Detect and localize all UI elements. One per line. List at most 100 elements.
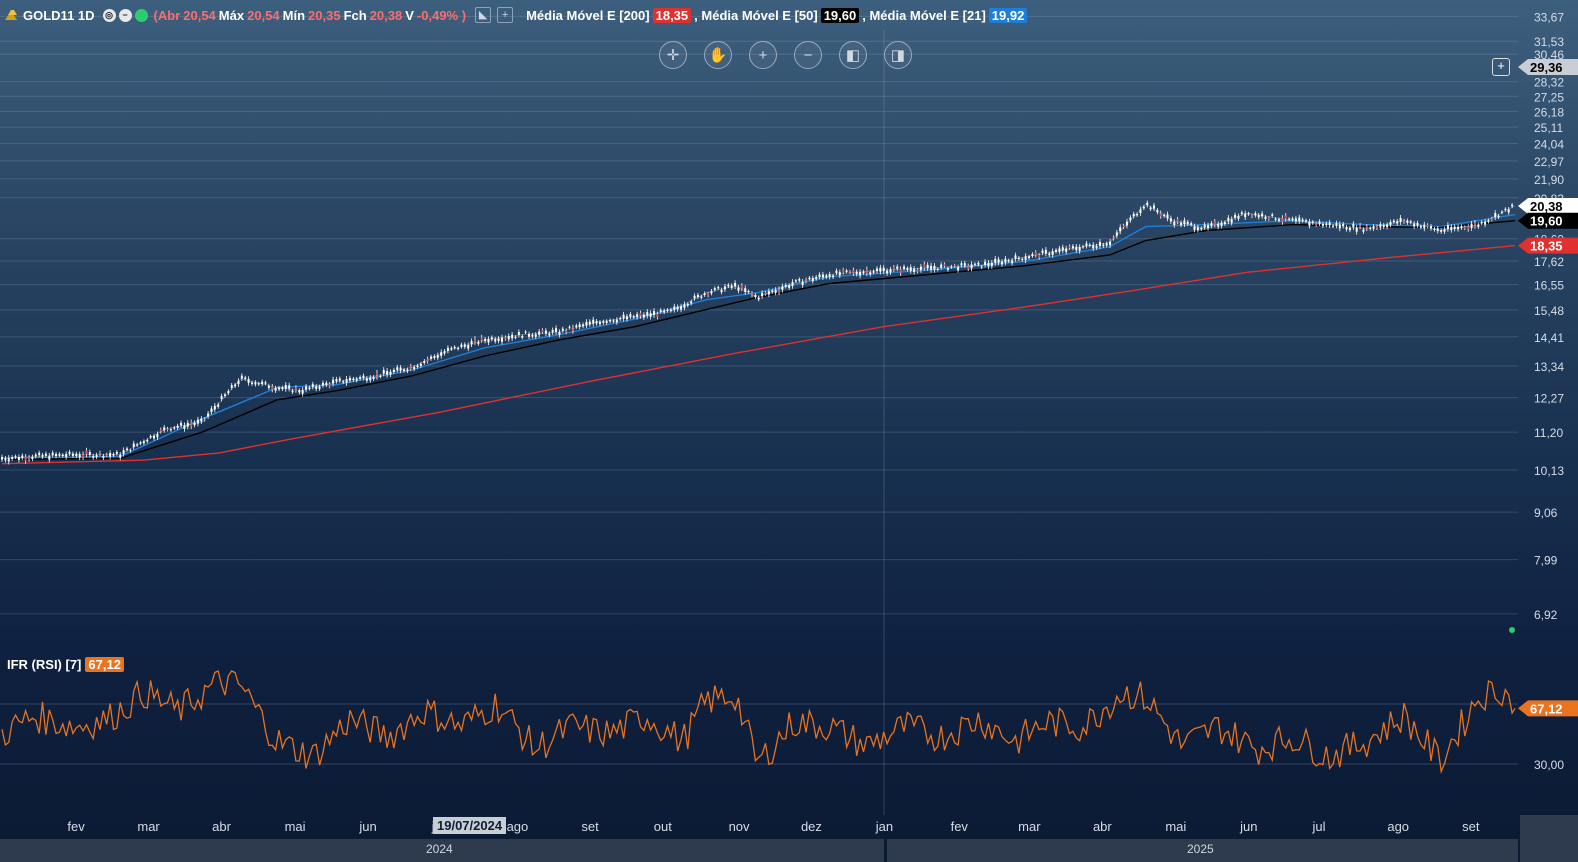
scroll-left-icon[interactable]: ◧	[839, 41, 867, 69]
candle-body	[994, 258, 997, 263]
candle-body	[852, 270, 855, 274]
y-tick-label: 12,27	[1534, 392, 1564, 406]
candle-body	[879, 267, 882, 272]
candle-body	[865, 269, 868, 274]
candle-body	[558, 331, 561, 335]
info-icon[interactable]: ◎	[102, 8, 116, 22]
candle-body	[960, 263, 963, 266]
candle-body	[220, 396, 223, 400]
candle-body	[470, 341, 473, 345]
pan-hand-icon[interactable]: ✋	[704, 41, 732, 69]
candle-body	[548, 333, 551, 336]
candle-body	[497, 338, 500, 342]
candle-body	[1308, 221, 1311, 226]
candle-body	[375, 372, 378, 377]
candle-body	[1443, 228, 1446, 232]
y-tick-label: 9,06	[1534, 506, 1558, 520]
candle-body	[764, 292, 767, 295]
candle-body	[1413, 223, 1416, 227]
candle-body	[473, 338, 476, 343]
candle-body	[467, 345, 470, 349]
candle-body	[85, 450, 88, 455]
candle-body	[747, 290, 750, 293]
zoom-in-icon[interactable]: +	[749, 41, 777, 69]
candle-body	[490, 337, 493, 340]
candle-body	[805, 279, 808, 282]
indicator-value: 18,35	[652, 7, 692, 23]
candle-body	[1426, 224, 1429, 227]
candle-body	[416, 365, 419, 368]
candle-body	[740, 285, 743, 289]
candle-body	[1453, 226, 1456, 230]
candle-body	[240, 375, 243, 379]
candle-body	[1109, 241, 1112, 246]
candle-body	[788, 285, 791, 288]
indicator-value: 19,60	[820, 7, 860, 23]
candle-body	[281, 387, 284, 390]
candle-body	[234, 384, 237, 387]
candle-body	[1332, 225, 1335, 227]
candle-body	[848, 271, 851, 273]
candle-body	[51, 452, 54, 456]
candle-body	[1470, 223, 1473, 228]
candle-body	[862, 271, 865, 274]
expand-icon[interactable]: +	[1492, 58, 1510, 76]
candle-body	[629, 314, 632, 317]
add-indicator-icon[interactable]: +	[497, 7, 514, 23]
candle-body	[619, 318, 622, 320]
candle-body	[1440, 230, 1443, 232]
candle-body	[1335, 223, 1338, 226]
indicator-name: , Média Móvel E [21]	[862, 7, 986, 23]
candle-body	[659, 310, 662, 312]
y-tick-label: 6,92	[1534, 608, 1558, 622]
scroll-right-icon[interactable]: ◨	[884, 41, 912, 69]
candle-body	[973, 263, 976, 265]
candle-body	[142, 441, 145, 444]
candle-body	[946, 268, 949, 270]
crosshair-icon[interactable]: ✛	[659, 41, 687, 69]
candle-body	[98, 452, 101, 455]
candle-body	[649, 313, 652, 317]
candle-body	[149, 436, 152, 438]
candle-body	[592, 319, 595, 324]
candle-body	[1220, 222, 1223, 226]
collapse-icon[interactable]: ◣	[475, 7, 492, 23]
candle-body	[1305, 220, 1308, 222]
candle-body	[1082, 246, 1085, 248]
candle-body	[1088, 244, 1091, 246]
candle-body	[311, 384, 314, 388]
candle-body	[1264, 216, 1267, 219]
minus-circle-icon[interactable]: −	[118, 8, 132, 22]
candle-body	[528, 334, 531, 337]
candle-body	[379, 375, 382, 377]
candle-body	[1419, 226, 1422, 228]
candle-body	[551, 329, 554, 333]
candle-body	[190, 422, 193, 427]
candle-body	[403, 369, 406, 371]
candle-body	[963, 263, 966, 266]
candle-body	[507, 336, 510, 340]
x-month-label: abr	[1093, 819, 1112, 834]
candle-body	[1186, 221, 1189, 224]
symbol-label[interactable]: GOLD11 1D	[23, 7, 95, 23]
candle-body	[1085, 243, 1088, 247]
candle-body	[132, 443, 135, 448]
candle-body	[1102, 244, 1105, 247]
candle-body	[615, 319, 618, 323]
candle-body	[1230, 219, 1233, 223]
candle-body	[480, 337, 483, 341]
candle-body	[609, 320, 612, 322]
candle-body	[1315, 223, 1318, 226]
zoom-out-icon[interactable]: −	[794, 41, 822, 69]
candle-body	[680, 306, 683, 310]
candle-body	[365, 378, 368, 381]
candle-body	[288, 385, 291, 389]
price-badge-close: 20,38	[1518, 198, 1578, 214]
candle-body	[1176, 219, 1179, 222]
candle-body	[700, 296, 703, 298]
candle-body	[632, 316, 635, 318]
candle-body	[1271, 214, 1274, 216]
candle-body	[1048, 253, 1051, 256]
candle-body	[1497, 215, 1500, 218]
